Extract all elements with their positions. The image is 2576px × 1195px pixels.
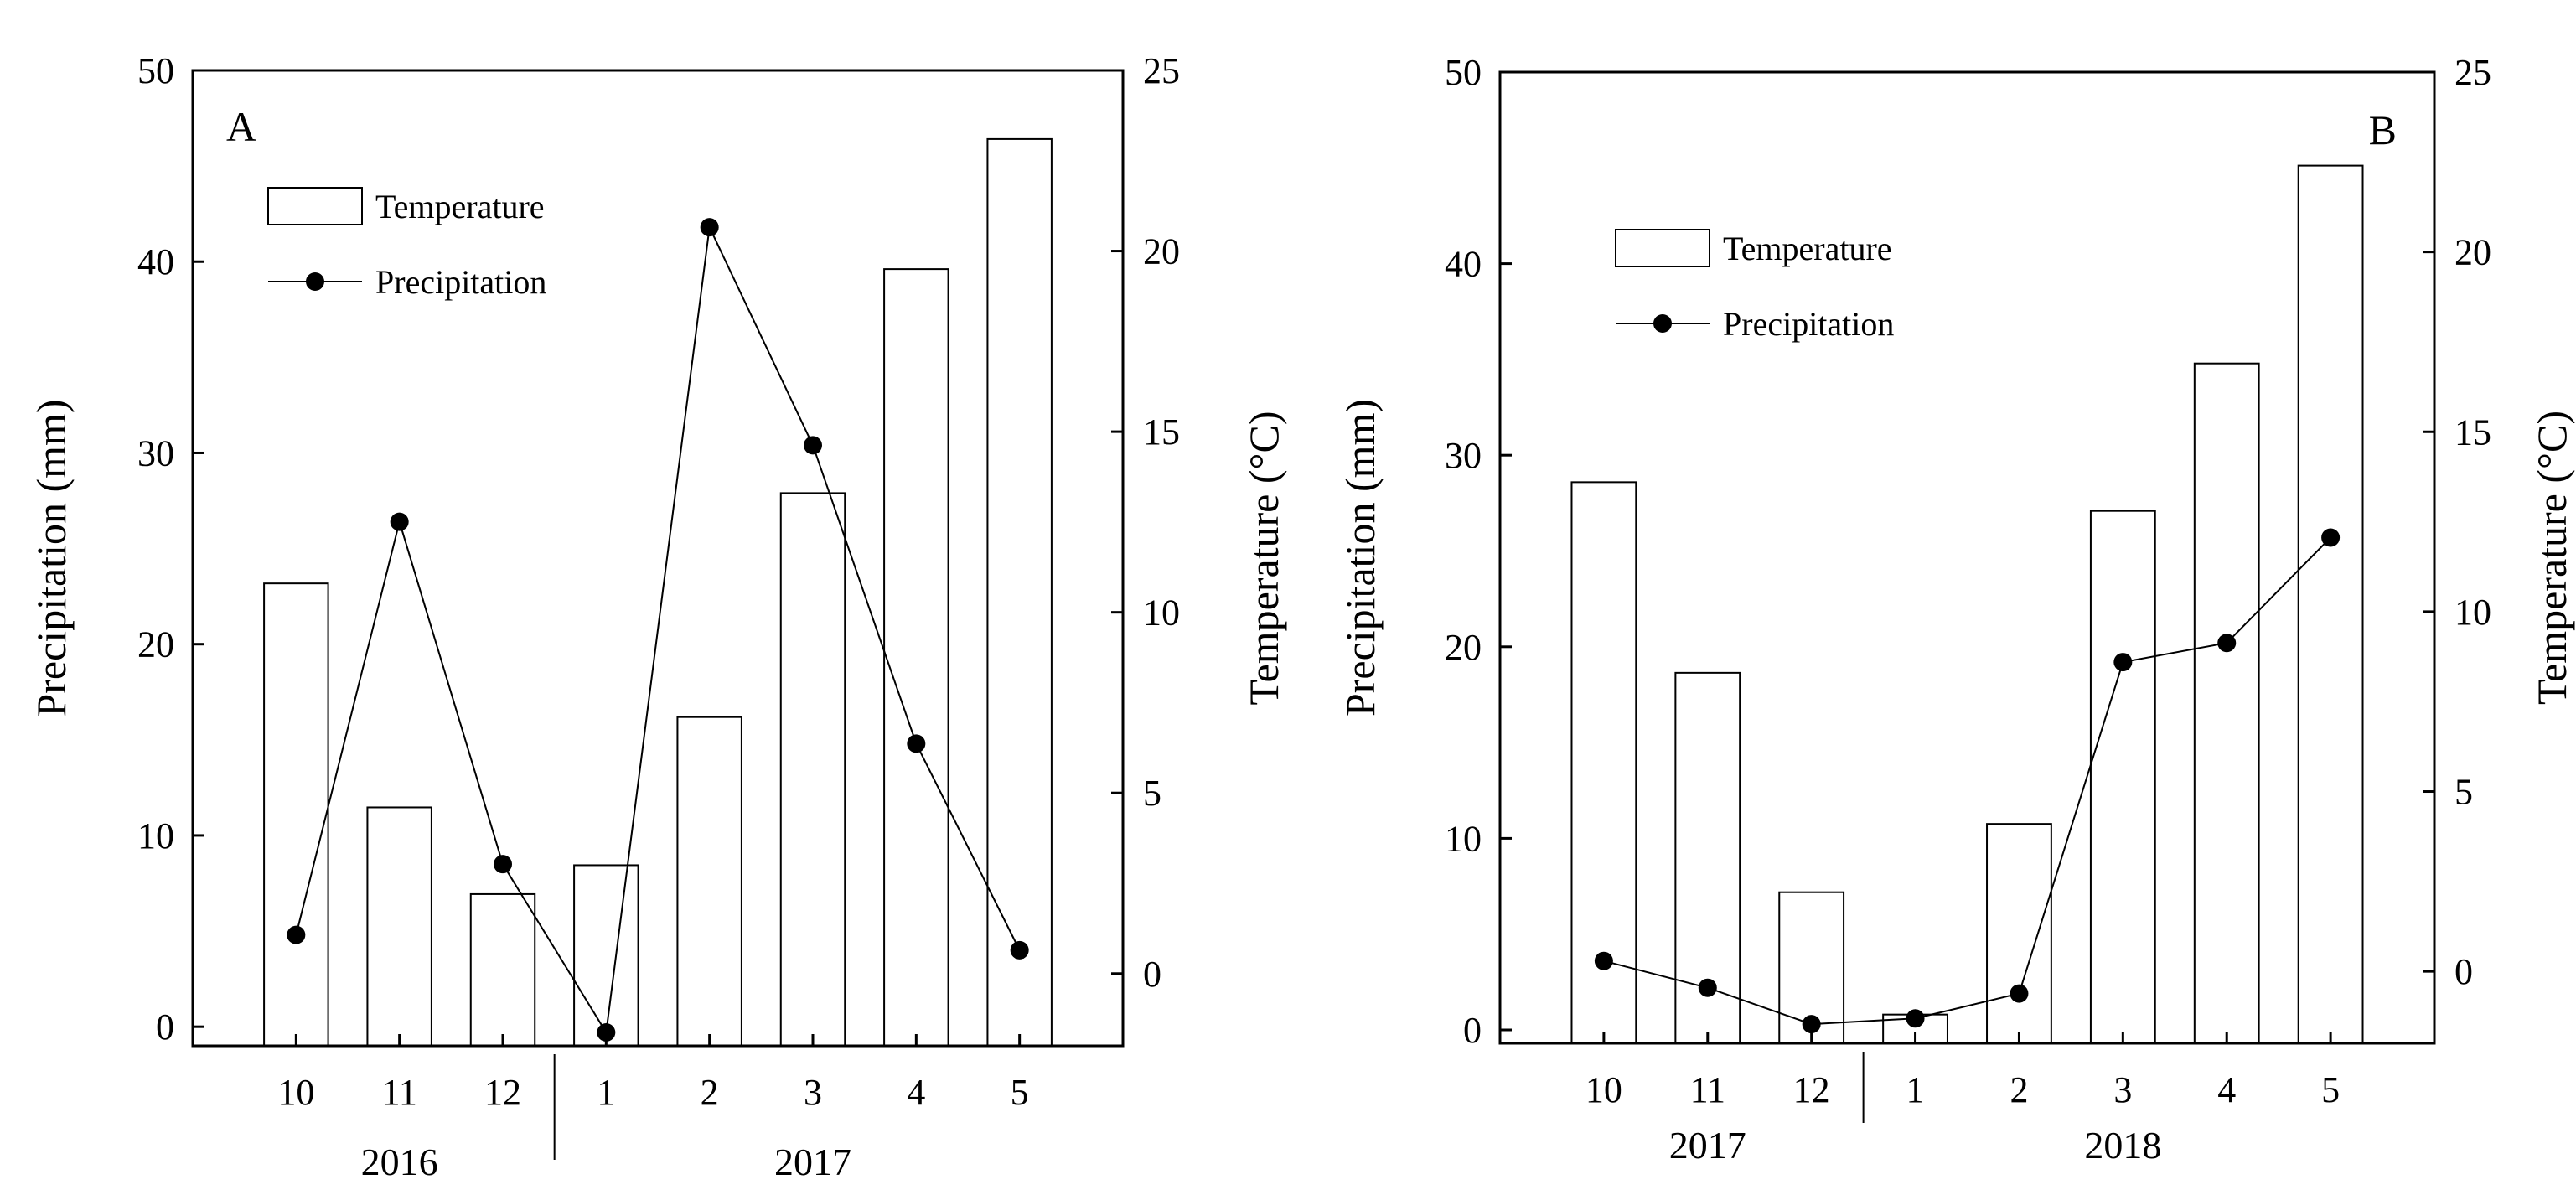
right-axis-tick-label: 0 <box>1143 954 1161 995</box>
precipitation-line <box>1603 536 2331 1026</box>
right-axis-tick-label: 25 <box>1143 50 1180 91</box>
precipitation-point <box>2010 984 2029 1003</box>
temperature-bar <box>986 137 1053 1047</box>
x-axis-tick-label: 12 <box>1793 1069 1830 1110</box>
precipitation-point <box>1010 940 1029 960</box>
right-axis-tick-label: 25 <box>2454 52 2491 93</box>
left-axis-title: Precipitation (mm) <box>28 399 75 716</box>
year-label: 2017 <box>1669 1124 1746 1167</box>
x-axis-tick-label: 1 <box>1906 1069 1925 1110</box>
panel-label: B <box>2369 106 2397 153</box>
x-axis-tick-label: 3 <box>804 1072 822 1113</box>
precipitation-point <box>907 734 926 753</box>
year-label: 2016 <box>361 1141 438 1183</box>
x-axis-tick-label: 10 <box>1585 1069 1622 1110</box>
precipitation-point <box>597 1023 616 1042</box>
plot-frame <box>1498 70 2436 1045</box>
temperature-bar <box>573 864 639 1048</box>
temperature-bar <box>779 492 846 1047</box>
left-axis-tick-label: 50 <box>137 50 174 91</box>
year-label: 2017 <box>774 1141 851 1183</box>
x-axis-tick-label: 10 <box>277 1072 314 1113</box>
right-axis-tick-label: 0 <box>2454 951 2473 992</box>
left-axis-tick-label: 30 <box>137 432 174 473</box>
right-axis-tick-label: 10 <box>1143 592 1180 634</box>
left-axis-tick-label: 0 <box>1463 1010 1482 1051</box>
precipitation-point <box>1906 1009 1925 1028</box>
left-axis-tick-label: 20 <box>1445 627 1482 668</box>
legend-precipitation-label: Precipitation <box>1723 305 1894 343</box>
panel-label: A <box>226 103 256 150</box>
year-label: 2018 <box>2084 1124 2161 1167</box>
x-axis-tick-label: 11 <box>381 1072 416 1113</box>
left-axis-tick-label: 20 <box>137 624 174 665</box>
left-axis-tick-label: 50 <box>1445 52 1482 93</box>
precipitation-line <box>295 224 1021 1035</box>
legend-temperature-swatch <box>1615 229 1710 267</box>
x-axis-tick-label: 4 <box>907 1072 925 1113</box>
legend-precipitation-label: Precipitation <box>375 263 546 301</box>
right-axis-tick-label: 15 <box>2454 411 2491 453</box>
temperature-bar <box>469 892 536 1048</box>
x-axis-tick-label: 4 <box>2217 1069 2236 1110</box>
precipitation-point <box>1802 1015 1821 1034</box>
x-axis-tick-label: 2 <box>2010 1069 2028 1110</box>
temperature-bar <box>676 716 742 1047</box>
left-axis-tick-label: 0 <box>156 1006 174 1048</box>
precipitation-point <box>2321 528 2341 547</box>
temperature-bar <box>883 268 949 1048</box>
right-axis-tick-label: 5 <box>1143 773 1161 814</box>
legend-temperature-label: Temperature <box>1723 230 1892 267</box>
legend-precipitation-marker <box>1653 314 1672 333</box>
right-axis-tick-label: 5 <box>2454 772 2473 813</box>
x-axis-tick-label: 5 <box>2321 1069 2340 1110</box>
plot-frame <box>191 69 1125 1048</box>
legend-temperature-swatch <box>267 187 363 225</box>
x-axis-tick-label: 2 <box>701 1072 719 1113</box>
left-axis-tick-label: 40 <box>137 241 174 282</box>
precipitation-point <box>1594 951 1613 970</box>
legend-temperature-label: Temperature <box>375 188 545 225</box>
x-axis-tick-label: 1 <box>597 1072 615 1113</box>
temperature-bar <box>1986 823 2052 1044</box>
temperature-bar <box>2193 362 2260 1044</box>
right-axis-title: Temperature (°C) <box>2528 411 2575 705</box>
precipitation-point <box>700 218 719 237</box>
left-axis-title: Precipitation (mm) <box>1337 399 1384 716</box>
precipitation-point <box>2217 634 2237 653</box>
precipitation-point <box>2113 653 2133 672</box>
temperature-bar <box>2297 164 2364 1044</box>
precipitation-point <box>494 855 512 874</box>
x-axis-tick-label: 11 <box>1690 1069 1725 1110</box>
temperature-bar <box>263 582 329 1047</box>
left-axis-tick-label: 30 <box>1445 435 1482 476</box>
right-axis-tick-label: 15 <box>1143 411 1180 453</box>
x-axis-tick-label: 12 <box>484 1072 521 1113</box>
precipitation-point <box>390 512 409 531</box>
temperature-bar <box>2089 510 2156 1044</box>
left-axis-tick-label: 40 <box>1445 244 1482 285</box>
right-axis-tick-label: 20 <box>1143 231 1180 272</box>
x-axis-tick-label: 3 <box>2113 1069 2132 1110</box>
x-axis-tick-label: 5 <box>1011 1072 1029 1113</box>
temperature-bar <box>366 806 432 1047</box>
left-axis-tick-label: 10 <box>1445 818 1482 859</box>
legend-precipitation-marker <box>306 272 324 291</box>
right-axis-tick-label: 20 <box>2454 232 2491 273</box>
left-axis-tick-label: 10 <box>137 815 174 856</box>
right-axis-tick-label: 10 <box>2454 592 2491 633</box>
right-axis-title: Temperature (°C) <box>1240 411 1287 705</box>
precipitation-point <box>804 436 822 455</box>
precipitation-point <box>1698 978 1717 997</box>
precipitation-point <box>287 925 306 944</box>
